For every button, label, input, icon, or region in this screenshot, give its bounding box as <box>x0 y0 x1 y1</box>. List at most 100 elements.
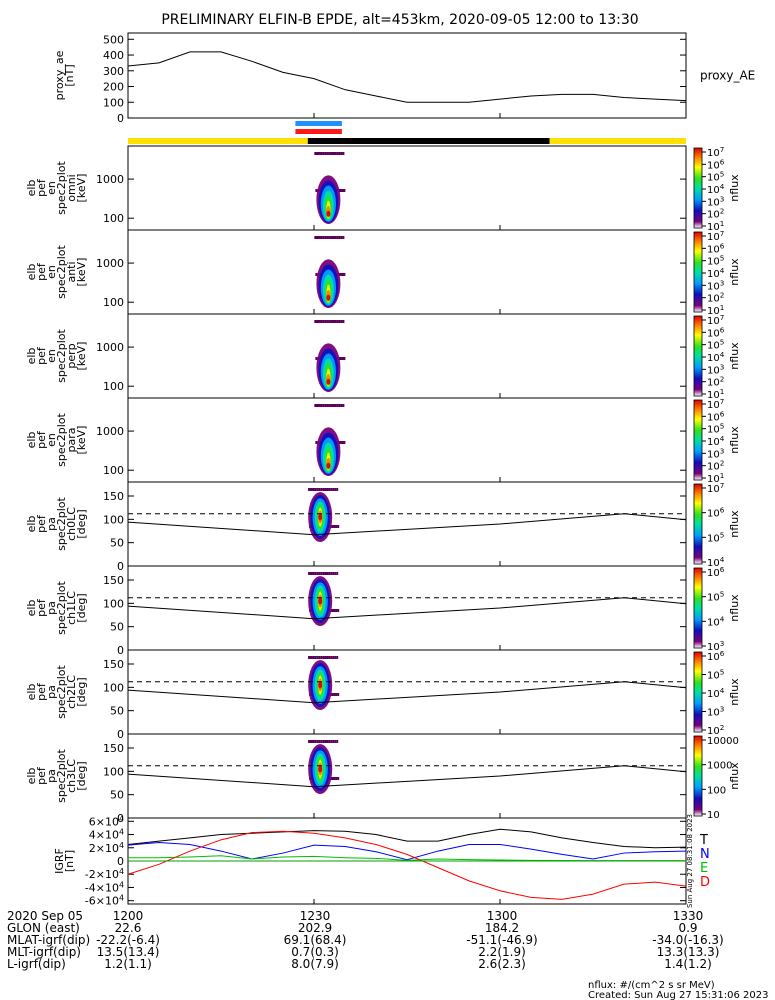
colorbar-label: 101 <box>707 471 724 486</box>
flux-speck <box>320 572 323 575</box>
ylabel-line: pef <box>35 178 48 197</box>
ylabel-line: pa <box>45 685 58 699</box>
flux-speck <box>316 404 319 407</box>
flux-speck <box>315 273 318 276</box>
ytick-label: 4×104 <box>89 827 124 842</box>
flux-speck <box>332 488 335 491</box>
flux-speck <box>322 572 325 575</box>
flux-speck <box>318 152 321 155</box>
flux-speck <box>341 441 344 444</box>
xaxis-value: 202.9 <box>298 921 332 935</box>
panel-en_perp: 1001000elbpefenspec2plotperp[keV]1011021… <box>25 313 741 402</box>
flux-speck <box>336 236 339 239</box>
flux-speck <box>316 152 319 155</box>
flux-speck <box>332 152 335 155</box>
flux-speck <box>335 609 338 612</box>
xaxis-value: 1230 <box>300 909 331 923</box>
figure-title: PRELIMINARY ELFIN-B EPDE, alt=453km, 202… <box>161 12 638 28</box>
ytick-label: 1000 <box>96 173 124 186</box>
colorbar-label: 102 <box>707 458 724 473</box>
flux-speck <box>308 488 311 491</box>
ytick-label: 50 <box>110 537 124 550</box>
flux-speck <box>333 609 336 612</box>
panel-frame <box>127 565 687 651</box>
ylabel-line: en <box>45 265 58 279</box>
ylabel-line: [deg] <box>75 677 88 706</box>
colorbar-title: nflux <box>728 762 741 790</box>
flux-speck <box>337 777 340 780</box>
flux-speck <box>328 236 331 239</box>
science-zone-marker <box>295 121 342 126</box>
flux-speck <box>326 656 329 659</box>
flux-speck <box>324 488 327 491</box>
flux-speck <box>318 320 321 323</box>
legend-E: E <box>700 861 708 876</box>
ylabel-line: pa <box>45 517 58 531</box>
flux-contour <box>326 462 331 469</box>
flux-speck <box>315 357 318 360</box>
flux-speck <box>330 152 333 155</box>
colorbar-label: 103 <box>707 704 724 719</box>
colorbar-label: 105 <box>707 337 724 352</box>
colorbar-title: nflux <box>728 510 741 538</box>
legend-T: T <box>699 833 708 848</box>
flux-speck <box>334 152 337 155</box>
ylabel-line: pef <box>35 346 48 365</box>
ylabel-line: pef <box>35 514 48 533</box>
ytick-label: 0 <box>117 855 124 868</box>
loss-cone-line <box>127 597 687 620</box>
flux-speck <box>343 189 346 192</box>
ylabel-line: elb <box>25 516 38 533</box>
flux-speck <box>326 572 329 575</box>
ytick-label: 6×104 <box>89 814 124 829</box>
panel-frame <box>127 649 687 735</box>
flux-speck <box>320 740 323 743</box>
flux-speck <box>332 656 335 659</box>
flux-speck <box>336 656 339 659</box>
flux-speck <box>342 236 345 239</box>
flux-speck <box>342 404 345 407</box>
ylabel-line: para <box>65 428 78 453</box>
flux-speck <box>322 320 325 323</box>
flux-speck <box>326 236 329 239</box>
panel-frame <box>127 229 687 315</box>
flux-speck <box>340 236 343 239</box>
flux-speck <box>332 320 335 323</box>
ytick-label: 0 <box>117 812 124 825</box>
ytick-label: 500 <box>103 33 124 46</box>
colorbar-label: 103 <box>707 639 724 654</box>
panel-en_para: 1001000elbpefenspec2plotpara[keV]1011021… <box>25 397 741 486</box>
colorbar <box>693 651 703 733</box>
ylabel-line: pef <box>35 682 48 701</box>
ytick-label: 0 <box>117 728 124 741</box>
flux-speck <box>322 236 325 239</box>
flux-speck <box>322 740 325 743</box>
flux-speck <box>335 777 338 780</box>
flux-speck <box>320 488 323 491</box>
colorbar <box>693 231 703 313</box>
flux-speck <box>310 488 313 491</box>
flux-speck <box>314 488 317 491</box>
ytick-label: 2×104 <box>89 840 124 855</box>
colorbar-label: 104 <box>707 614 725 629</box>
ytick-label: 150 <box>103 490 124 503</box>
ytick-label: 100 <box>103 765 124 778</box>
ytick-label: 50 <box>110 789 124 802</box>
flux-speck <box>342 152 345 155</box>
spectrogram-flux <box>308 488 340 542</box>
flux-speck <box>330 404 333 407</box>
series-line-N <box>127 841 687 861</box>
flux-speck <box>318 404 321 407</box>
ylabel-line: omni <box>65 174 78 201</box>
flux-speck <box>320 320 323 323</box>
x-axis-table: 2020 Sep 05 1200 1230 1300 1330 GLON (east) 22… <box>7 909 724 971</box>
flux-speck <box>338 404 341 407</box>
flux-contour <box>326 378 331 385</box>
loss-cone-line <box>127 681 687 704</box>
colorbar <box>693 399 703 481</box>
colorbar-label: 10000 <box>707 736 739 747</box>
flux-speck <box>316 572 319 575</box>
flux-speck <box>328 404 331 407</box>
flux-speck <box>336 404 339 407</box>
